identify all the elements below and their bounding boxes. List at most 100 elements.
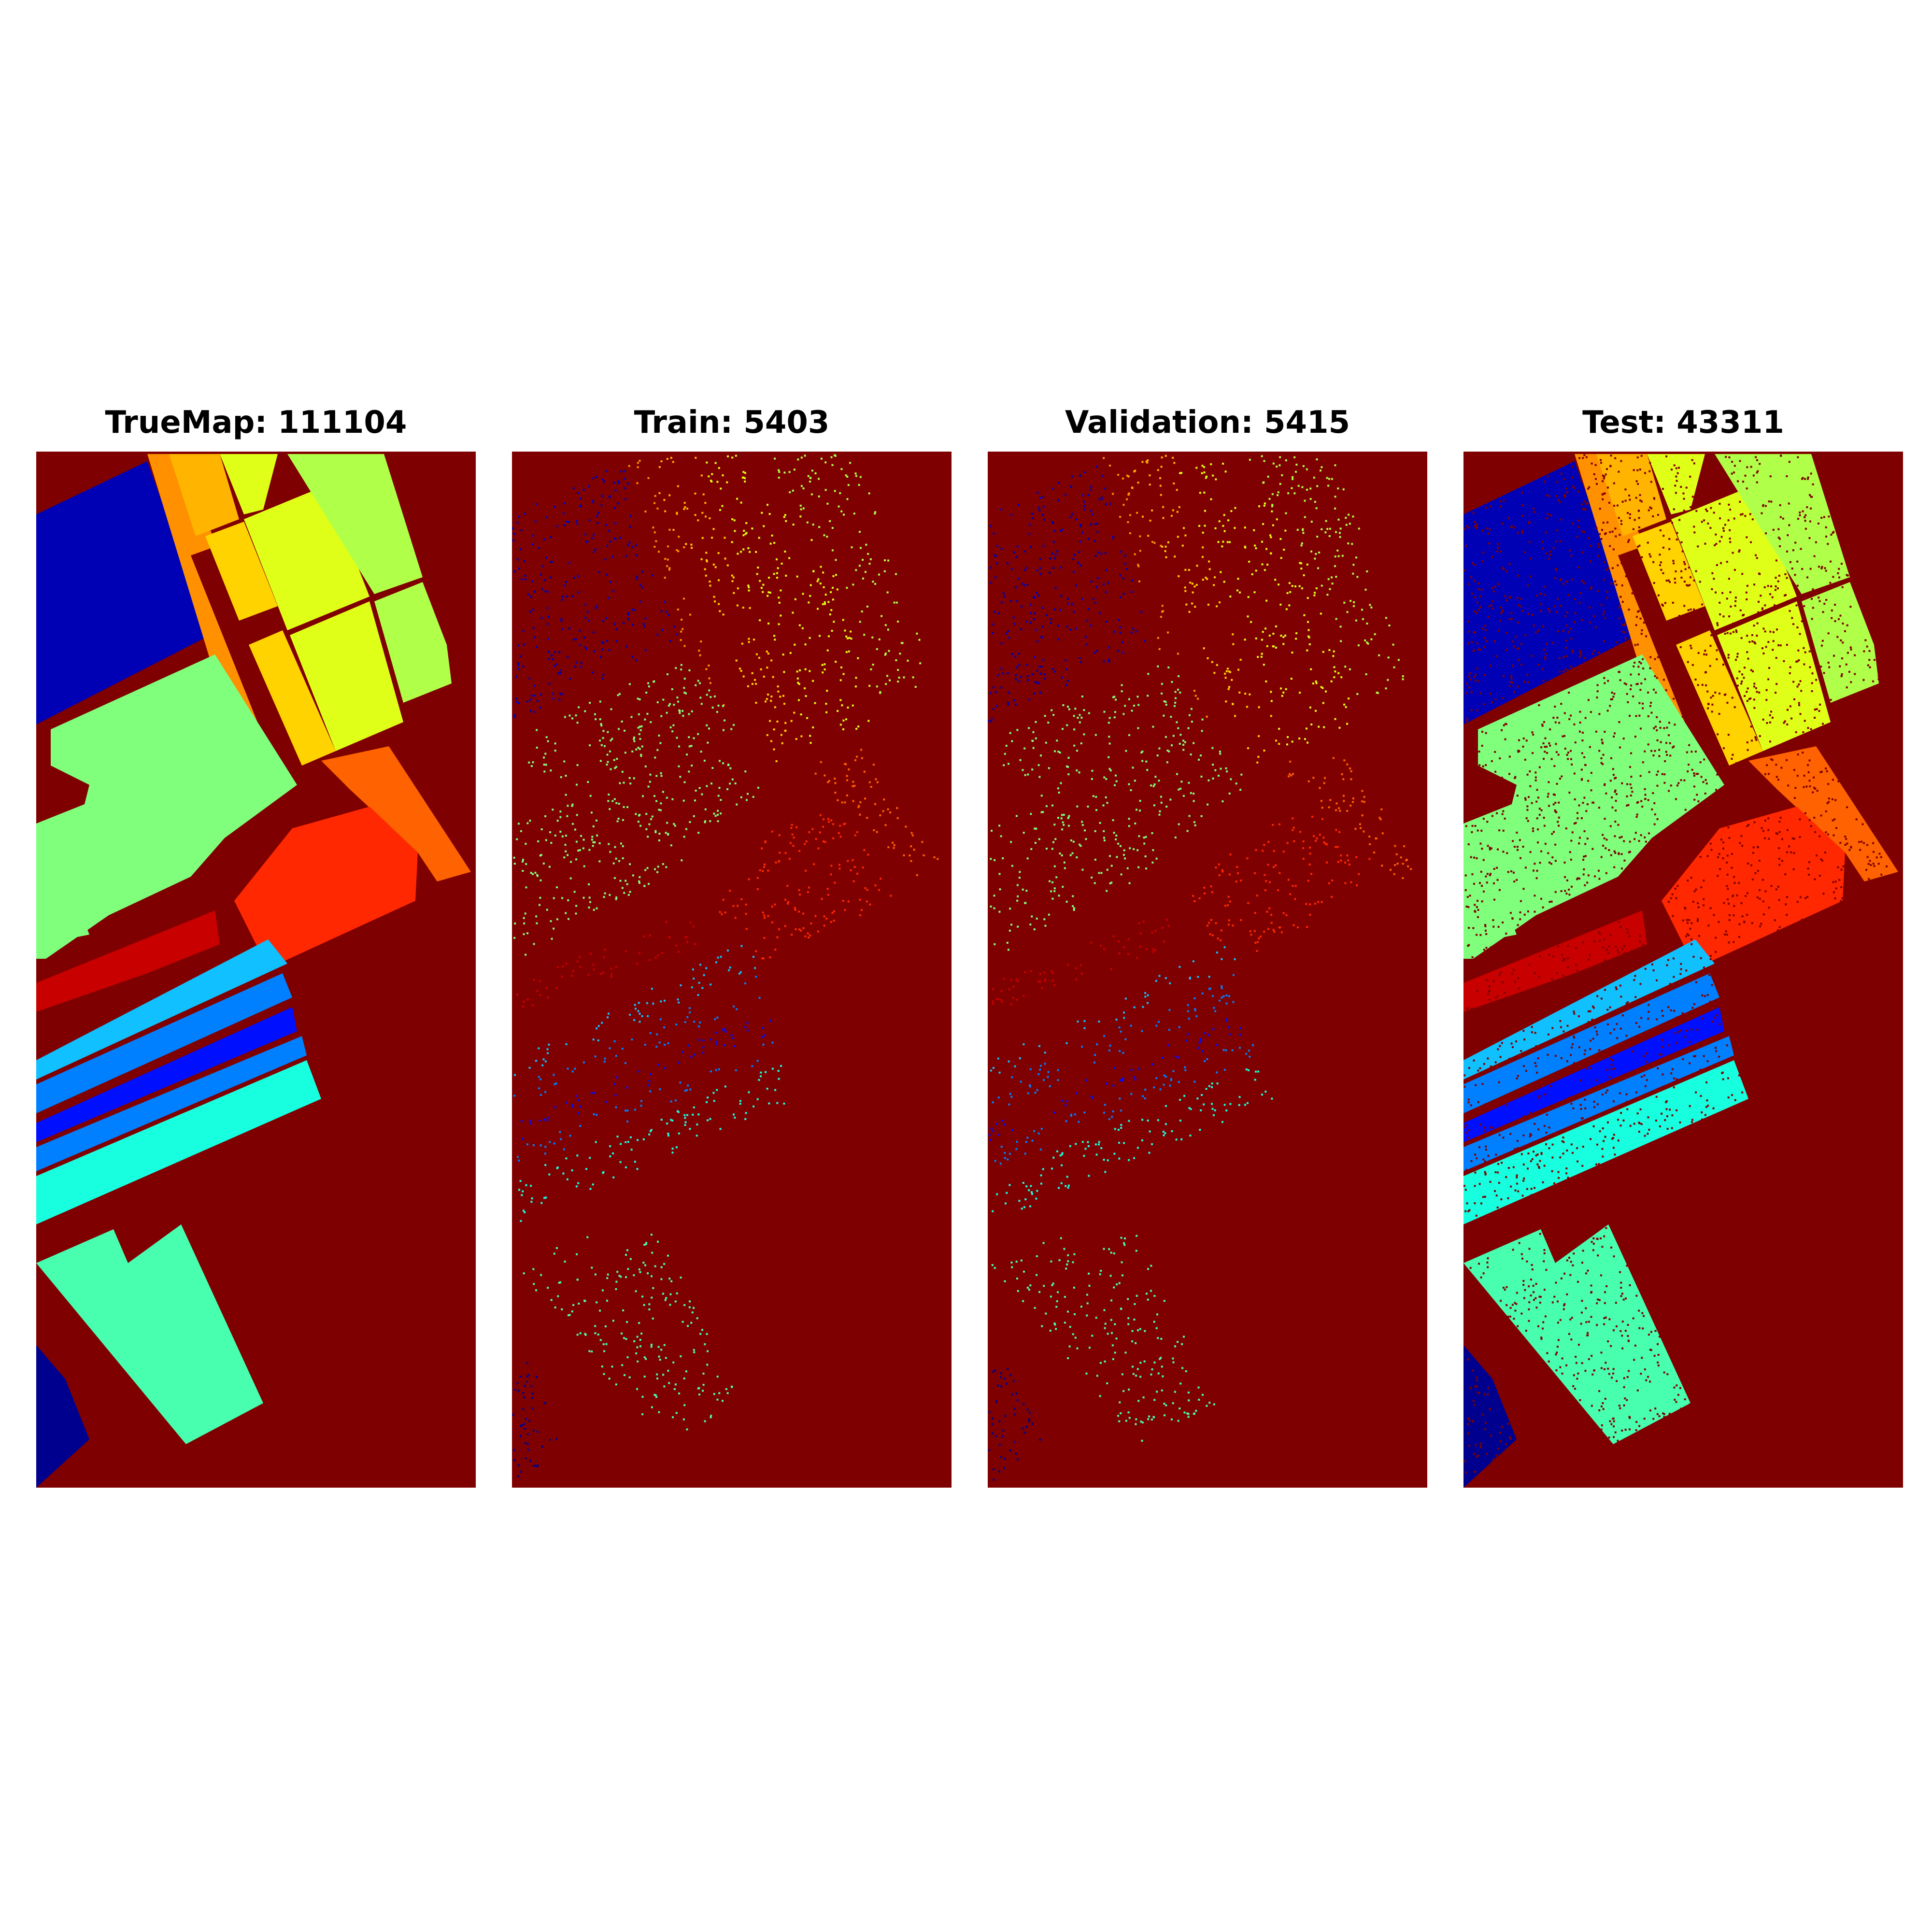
masked-pixel	[1467, 1210, 1470, 1212]
sample-pixel	[513, 570, 516, 573]
sample-pixel	[557, 672, 560, 674]
sample-pixel	[627, 611, 629, 614]
masked-pixel	[1662, 1073, 1664, 1076]
sample-pixel	[620, 1143, 622, 1145]
sample-pixel	[1096, 1375, 1098, 1377]
masked-pixel	[1476, 934, 1478, 936]
sample-pixel	[1229, 853, 1232, 856]
sample-pixel	[609, 495, 611, 497]
sample-pixel	[819, 831, 821, 834]
sample-pixel	[736, 604, 739, 607]
sample-pixel	[774, 949, 777, 951]
sample-pixel	[1023, 971, 1026, 973]
sample-pixel	[1007, 1368, 1009, 1370]
sample-pixel	[1263, 664, 1265, 666]
sample-pixel	[566, 815, 568, 817]
masked-pixel	[1726, 561, 1728, 563]
sample-pixel	[830, 873, 832, 876]
masked-pixel	[1736, 655, 1738, 658]
sample-pixel	[1157, 1372, 1160, 1375]
sample-pixel	[1191, 602, 1193, 605]
sample-pixel	[710, 480, 712, 482]
masked-pixel	[1515, 1149, 1518, 1151]
sample-pixel	[544, 590, 547, 592]
masked-pixel	[1748, 641, 1751, 643]
sample-pixel	[653, 531, 656, 534]
sample-pixel	[637, 1010, 639, 1012]
sample-pixel	[1172, 456, 1174, 459]
sample-pixel	[666, 565, 668, 568]
sample-pixel	[1333, 650, 1335, 653]
sample-pixel	[1045, 741, 1047, 744]
masked-pixel	[1690, 1010, 1692, 1012]
masked-pixel	[1481, 745, 1483, 747]
sample-pixel	[1222, 995, 1225, 997]
sample-pixel	[706, 560, 708, 563]
masked-pixel	[1660, 741, 1662, 743]
masked-pixel	[1510, 681, 1512, 683]
sample-pixel	[1000, 642, 1003, 644]
masked-pixel	[1531, 731, 1534, 734]
sample-pixel	[683, 1404, 686, 1406]
sample-pixel	[1179, 472, 1181, 474]
masked-pixel	[1486, 979, 1488, 981]
sample-pixel	[695, 456, 697, 459]
sample-pixel	[870, 786, 872, 788]
sample-pixel	[994, 555, 997, 557]
sample-pixel	[870, 668, 872, 670]
sample-pixel	[625, 880, 627, 882]
sample-pixel	[555, 663, 558, 666]
sample-pixel	[1103, 837, 1105, 839]
sample-pixel	[1402, 877, 1404, 879]
sample-pixel	[614, 767, 616, 769]
sample-pixel	[653, 1393, 656, 1396]
sample-pixel	[592, 499, 594, 502]
masked-pixel	[1673, 508, 1675, 511]
sample-pixel	[769, 1020, 772, 1022]
sample-pixel	[812, 524, 814, 526]
sample-pixel	[1155, 980, 1157, 982]
sample-pixel	[1154, 776, 1157, 778]
sample-pixel	[896, 817, 899, 819]
masked-pixel	[1803, 786, 1805, 788]
masked-pixel	[1479, 842, 1482, 845]
masked-pixel	[1692, 900, 1694, 903]
sample-pixel	[747, 584, 750, 587]
sample-pixel	[1020, 676, 1022, 678]
sample-pixel	[1141, 461, 1144, 463]
sample-pixel	[1118, 1420, 1121, 1422]
sample-pixel	[564, 844, 567, 846]
masked-pixel	[1583, 531, 1586, 533]
masked-pixel	[1533, 625, 1535, 627]
sample-pixel	[1134, 780, 1136, 782]
sample-pixel	[1082, 494, 1084, 497]
sample-pixel	[1198, 897, 1201, 899]
sample-pixel	[861, 757, 863, 759]
sample-pixel	[1312, 682, 1314, 685]
sample-pixel	[592, 964, 595, 966]
sample-pixel	[1123, 1017, 1125, 1019]
sample-pixel	[575, 661, 578, 664]
sample-pixel	[1090, 489, 1092, 491]
masked-pixel	[1787, 600, 1789, 602]
sample-pixel	[678, 1001, 680, 1004]
sample-pixel	[701, 987, 704, 989]
sample-pixel	[878, 889, 880, 891]
sample-pixel	[1315, 839, 1317, 842]
sample-pixel	[665, 611, 668, 613]
sample-pixel	[1227, 519, 1230, 522]
masked-pixel	[1650, 711, 1653, 714]
sample-pixel	[1103, 1035, 1106, 1037]
masked-pixel	[1718, 921, 1720, 923]
masked-pixel	[1825, 535, 1827, 538]
masked-pixel	[1741, 845, 1744, 847]
sample-pixel	[635, 1290, 637, 1293]
masked-pixel	[1747, 824, 1750, 826]
masked-pixel	[1778, 847, 1780, 849]
sample-pixel	[1314, 592, 1316, 594]
sample-pixel	[1113, 1252, 1115, 1254]
sample-pixel	[655, 1396, 658, 1398]
sample-pixel	[1188, 815, 1191, 817]
sample-pixel	[524, 578, 526, 581]
sample-pixel	[1036, 1190, 1038, 1192]
